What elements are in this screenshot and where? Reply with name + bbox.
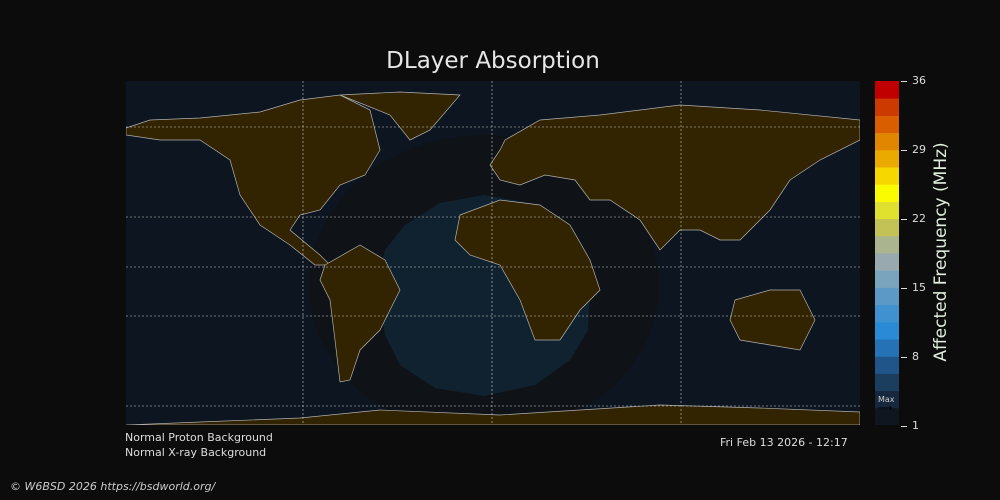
- max-arrow-icon: ⟶: [878, 403, 893, 414]
- colorbar-bin: [875, 167, 899, 185]
- colorbar-bin: [875, 218, 899, 237]
- xray-status: Normal X-ray Background: [125, 446, 267, 459]
- antarctica: [126, 404, 860, 425]
- australia: [729, 289, 816, 351]
- colorbar-bin: [875, 373, 899, 392]
- colorbar-tick: 1: [901, 419, 919, 432]
- colorbar-bin: [875, 321, 899, 340]
- colorbar-bin: [875, 132, 899, 151]
- colorbar-bin: [875, 390, 899, 409]
- colorbar-bin: [875, 235, 899, 254]
- max-marker: Max: [878, 395, 895, 404]
- eurasia: [489, 104, 860, 251]
- world-map: [126, 81, 860, 425]
- colorbar-bin: [875, 98, 899, 116]
- timestamp: Fri Feb 13 2026 - 12:17: [720, 436, 848, 449]
- colorbar-bin: [875, 253, 899, 271]
- colorbar-bin: [875, 339, 899, 357]
- colorbar-tick: 8: [901, 350, 919, 363]
- landmasses: [126, 91, 860, 425]
- north-america: [126, 94, 381, 266]
- colorbar-bin: [875, 356, 899, 374]
- colorbar-bin: [875, 81, 899, 99]
- colorbar-bin: [875, 287, 899, 306]
- colorbar-tick: 22: [901, 212, 926, 225]
- colorbar-bin: [875, 407, 899, 425]
- colorbar-bin: [875, 304, 899, 323]
- chart-title: DLayer Absorption: [386, 48, 600, 74]
- colorbar-label: Affected Frequency (MHz): [931, 142, 951, 362]
- copyright-footer[interactable]: © W6BSD 2026 https://bsdworld.org/: [10, 480, 216, 493]
- colorbar-tick: 15: [901, 281, 926, 294]
- africa: [454, 199, 601, 341]
- colorbar: [875, 81, 899, 425]
- proton-status: Normal Proton Background: [125, 431, 273, 444]
- colorbar-bin: [875, 115, 899, 134]
- greenland: [339, 91, 461, 141]
- colorbar-bin: [875, 201, 899, 220]
- south-america: [319, 244, 401, 383]
- colorbar-bin: [875, 149, 899, 168]
- colorbar-tick: 29: [901, 143, 926, 156]
- gridlines: [126, 81, 860, 425]
- colorbar-tick: 36: [901, 74, 926, 87]
- colorbar-bin: [875, 270, 899, 288]
- colorbar-bin: [875, 184, 899, 202]
